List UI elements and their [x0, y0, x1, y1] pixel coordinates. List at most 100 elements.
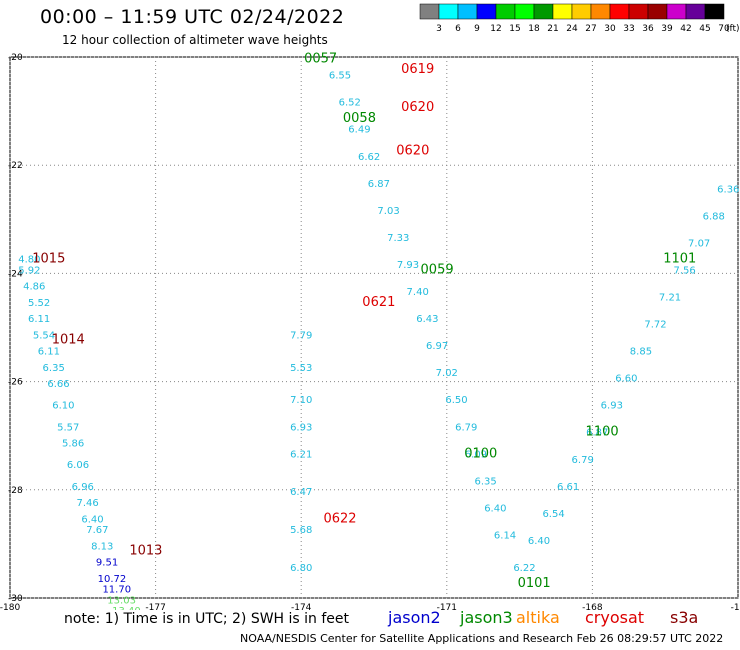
- data-point-label: 6.35: [43, 363, 65, 374]
- data-point-label: 6.88: [703, 211, 725, 222]
- data-point-label: 6.87: [368, 179, 390, 190]
- data-point-label: 6.52: [339, 98, 361, 109]
- x-tick-label: -177: [145, 603, 165, 610]
- data-point-label: 8.13: [91, 541, 113, 552]
- data-point-label: 5.68: [290, 525, 312, 536]
- data-point-label: 6.60: [615, 374, 637, 385]
- x-tick-label: -174: [291, 603, 312, 610]
- data-point-label: 6.79: [455, 422, 477, 433]
- data-point-label: 7.40: [407, 287, 429, 298]
- colorbar-tick: 36: [642, 24, 654, 34]
- data-point-label: 6.09: [465, 449, 487, 460]
- data-point-label: 5.54: [33, 330, 55, 341]
- data-point-label: 8.85: [630, 347, 652, 358]
- colorbar-tick: 30: [604, 24, 616, 34]
- data-point-label: 6.49: [348, 125, 370, 136]
- colorbar-tick: 24: [566, 24, 578, 34]
- time-annotation: 1014: [52, 333, 85, 348]
- colorbar-tick: 70: [718, 24, 730, 34]
- y-tick-label: -20: [8, 53, 23, 63]
- data-point-label: 5.52: [28, 298, 50, 309]
- page-title: 00:00 – 11:59 UTC 02/24/2022: [40, 6, 345, 28]
- data-point-label: 13.40: [112, 606, 141, 610]
- data-point-label: 6.14: [494, 530, 516, 541]
- data-point-label: 7.07: [688, 238, 710, 249]
- colorbar-unit: (ft): [726, 24, 740, 34]
- data-point-label: 6.11: [38, 347, 60, 358]
- data-point-label: 7.21: [659, 292, 681, 303]
- data-point-label: 6.50: [445, 395, 467, 406]
- data-point-label: 6.06: [67, 460, 89, 471]
- colorbar-tick: 18: [528, 24, 540, 34]
- data-point-label: 4.86: [23, 282, 45, 293]
- data-point-label: 13.03: [107, 595, 136, 606]
- satellite-legend-item: altika: [516, 608, 560, 627]
- wave-height-chart: -180 -177 -174 -171 -168 -16 -20 -22 -24 -26 -28 -3…: [0, 51, 740, 610]
- data-point-label: 10.72: [98, 574, 127, 585]
- data-point-label: 6.55: [329, 71, 351, 82]
- y-tick-label: -26: [8, 378, 23, 388]
- data-point-label: 6.80: [290, 563, 312, 574]
- data-point-label: 9.51: [96, 558, 118, 569]
- colorbar-tick: 15: [509, 24, 520, 34]
- data-point-label: 6.96: [72, 482, 94, 493]
- data-point-label: 6.79: [572, 455, 594, 466]
- time-annotation: 0620: [396, 143, 429, 158]
- data-point-label: 6.47: [290, 487, 312, 498]
- time-annotation: 0057: [304, 51, 337, 66]
- x-tick-label: -168: [582, 603, 603, 610]
- y-tick-label: -22: [8, 161, 23, 171]
- x-tick-label: -171: [437, 603, 457, 610]
- time-annotation: 0621: [362, 295, 395, 310]
- data-point-label: 4.80: [18, 255, 40, 266]
- time-annotation: 0059: [421, 262, 454, 277]
- time-annotation: 0058: [343, 111, 376, 126]
- colorbar: 3 6 9 12 15 18 21 24 27 30 33 36 39 42 45 70(ft): [419, 3, 740, 34]
- data-point-label: 7.10: [290, 395, 312, 406]
- colorbar-tick: 45: [699, 24, 710, 34]
- data-point-label: 6.21: [290, 449, 312, 460]
- data-point-label: 7.72: [644, 320, 666, 331]
- data-point-label: 6.40: [484, 503, 506, 514]
- data-point-label: 6.93: [601, 401, 623, 412]
- colorbar-tick: 12: [490, 24, 501, 34]
- colorbar-swatch: [704, 3, 725, 20]
- data-point-label: 6.36: [717, 184, 739, 195]
- y-tick-label: -28: [8, 486, 23, 496]
- data-point-label: 6.54: [542, 509, 564, 520]
- y-tick-label: -30: [8, 594, 23, 604]
- plot-frame: [9, 56, 739, 599]
- colorbar-tick: 9: [474, 24, 480, 34]
- data-point-label: 6.62: [358, 152, 380, 163]
- satellite-legend-item: jason2: [388, 608, 441, 627]
- data-point-label: 7.33: [387, 233, 409, 244]
- y-tick-label: -24: [8, 269, 23, 279]
- time-annotation: 0619: [401, 62, 434, 77]
- time-annotation: 1101: [663, 252, 696, 267]
- colorbar-tick: 6: [455, 24, 461, 34]
- satellite-legend-item: s3a: [670, 608, 699, 627]
- data-point-label: 6.87: [586, 428, 608, 439]
- data-point-label: 6.35: [474, 476, 496, 487]
- footnote: note: 1) Time is in UTC; 2) SWH is in fe…: [64, 611, 350, 627]
- data-point-label: 6.22: [513, 563, 535, 574]
- data-point-label: 7.02: [436, 368, 458, 379]
- time-annotation: 1015: [32, 252, 65, 267]
- colorbar-tick: 3: [436, 24, 442, 34]
- data-point-label: 7.79: [290, 330, 312, 341]
- data-point-label: 6.40: [528, 536, 550, 547]
- time-annotation: 0100: [464, 446, 497, 461]
- data-point-label: 5.57: [57, 422, 79, 433]
- colorbar-tick: 27: [585, 24, 596, 34]
- time-annotation: 0620: [401, 100, 434, 115]
- data-point-label: 11.70: [102, 585, 131, 596]
- time-annotation: 1100: [586, 425, 619, 440]
- data-point-label: 7.56: [673, 265, 695, 276]
- colorbar-tick: 33: [623, 24, 634, 34]
- x-tick-label: -180: [0, 603, 20, 610]
- satellite-legend-item: cryosat: [585, 608, 645, 627]
- data-point-label: 7.93: [397, 260, 419, 271]
- data-point-label: 6.43: [416, 314, 438, 325]
- page-subtitle: 12 hour collection of altimeter wave hei…: [62, 33, 328, 47]
- data-point-label: 6.93: [290, 422, 312, 433]
